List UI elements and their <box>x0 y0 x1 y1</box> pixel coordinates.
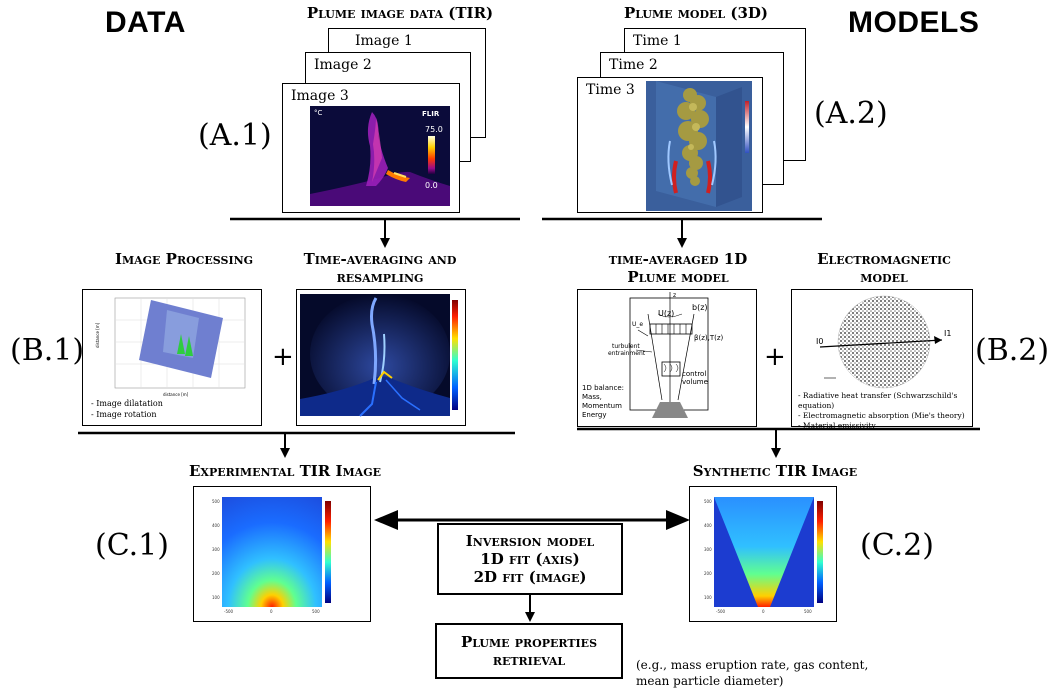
thermal-unit-label: °C <box>314 109 323 117</box>
svg-text:400: 400 <box>704 523 712 528</box>
svg-text:200: 200 <box>212 571 220 576</box>
note-line2: mean particle diameter) <box>636 674 784 688</box>
svg-text:400: 400 <box>212 523 220 528</box>
svg-text:200: 200 <box>704 571 712 576</box>
label-beta: β(z),T(z) <box>694 334 724 342</box>
bullet-radiative: - Radiative heat transfer (Schwarzschild… <box>798 391 958 410</box>
experimental-tir-image: 500 400 300 200 100 -500 0 500 <box>193 486 371 622</box>
time-frame-3-label: Time 3 <box>586 82 635 98</box>
label-entrainment: entrainment <box>608 350 646 357</box>
thermal-brand-label: FLIR <box>422 110 440 118</box>
b2-code: (B.2) <box>975 333 1050 368</box>
a1-code: (A.1) <box>198 118 272 153</box>
plume-1d-model-panel: z U(z) b(z) β(z),T(z) U_e turbulent entr… <box>577 289 757 427</box>
retrieval-line1: Plume properties <box>460 633 598 651</box>
label-b: b(z) <box>692 303 708 312</box>
image-frame-1-label: Image 1 <box>355 33 413 49</box>
a2-title: Plume model (3D) <box>623 4 769 22</box>
inversion-line3: 2D fit (image) <box>473 568 587 586</box>
label-control: control <box>682 370 706 378</box>
label-i0: I0 <box>816 337 823 346</box>
thermal-image: °C FLIR 75.0 0.0 <box>310 106 450 206</box>
synthetic-heatmap: 500 400 300 200 100 -500 0 500 <box>704 497 823 614</box>
plume-3d-render <box>646 81 752 211</box>
time-frame-2-label: Time 2 <box>609 57 658 73</box>
svg-text:0: 0 <box>762 609 765 614</box>
synthetic-tir-image: 500 400 300 200 100 -500 0 500 <box>689 486 837 622</box>
label-z: z <box>673 292 676 299</box>
em-bullets: - Radiative heat transfer (Schwarzschild… <box>798 391 972 431</box>
particle-cloud: I0 I1 <box>816 295 951 389</box>
a2-code: (A.2) <box>814 96 888 131</box>
image-processing-panel: distance [m] distance [m] - Image dilata… <box>82 289 262 426</box>
label-balance-1: 1D balance: <box>582 384 624 392</box>
c2-title: Synthetic TIR Image <box>692 462 858 480</box>
inversion-model-box: Inversion model 1D fit (axis) 2D fit (im… <box>437 523 623 595</box>
svg-text:300: 300 <box>212 547 220 552</box>
label-balance-4: Energy <box>582 411 607 419</box>
plus-b1: + <box>272 342 294 372</box>
electromagnetic-model-panel: I0 I1 - Radiative heat transfer (Schwarz… <box>791 289 973 430</box>
svg-text:500: 500 <box>704 499 712 504</box>
c1-title: Experimental TIR Image <box>189 462 381 480</box>
time-averaged-thermal-image <box>300 294 458 417</box>
time-averaging-panel <box>296 289 466 426</box>
svg-text:300: 300 <box>704 547 712 552</box>
time-frame-3: Time 3 <box>577 77 763 213</box>
thermal-max-label: 75.0 <box>425 125 443 134</box>
a1-title: Plume image data (TIR) <box>306 4 494 22</box>
bullet-dilatation: - Image dilatation <box>91 399 163 408</box>
svg-text:-500: -500 <box>224 609 234 614</box>
label-balance-2: Mass, <box>582 393 602 401</box>
label-balance-3: Momentum <box>582 402 622 410</box>
bullet-emissivity: - Material emissivity <box>798 421 876 430</box>
retrieval-note: (e.g., mass eruption rate, gas content, … <box>636 657 868 689</box>
models-heading: MODELS <box>848 6 980 39</box>
b2-right-title: Electromagnetic model <box>817 250 951 286</box>
plume-1d-schematic: z U(z) b(z) β(z),T(z) U_e turbulent entr… <box>582 292 724 419</box>
b1-left-title: Image Processing <box>114 250 254 268</box>
bullet-absorption: - Electromagnetic absorption (Mie's theo… <box>798 411 965 420</box>
image-frame-2-label: Image 2 <box>314 57 372 73</box>
experimental-heatmap: 500 400 300 200 100 -500 0 500 <box>212 497 331 614</box>
label-turbulent: turbulent <box>612 343 640 350</box>
time-frame-1-label: Time 1 <box>633 33 682 49</box>
image-frame-3-label: Image 3 <box>291 88 349 104</box>
b1-code: (B.1) <box>10 333 85 368</box>
thermal-min-label: 0.0 <box>425 181 438 190</box>
svg-text:100: 100 <box>704 595 712 600</box>
retrieval-line2: retrieval <box>492 651 566 669</box>
svg-text:500: 500 <box>312 609 320 614</box>
b1-right-title: Time-averaging and resampling <box>303 250 457 286</box>
rotated-image-plot: distance [m] distance [m] <box>95 297 246 397</box>
label-ue: U_e <box>632 321 643 328</box>
label-i1: I1 <box>944 329 951 338</box>
b2-left-title: time-averaged 1D Plume model <box>608 250 748 286</box>
c2-code: (C.2) <box>860 528 934 563</box>
svg-text:100: 100 <box>212 595 220 600</box>
svg-text:distance [m]: distance [m] <box>95 322 100 348</box>
plus-b2: + <box>764 342 786 372</box>
svg-text:distance [m]: distance [m] <box>163 392 189 397</box>
data-heading: DATA <box>105 6 186 39</box>
svg-text:-500: -500 <box>716 609 726 614</box>
c1-code: (C.1) <box>95 528 169 563</box>
image-processing-bullets: - Image dilatation - Image rotation <box>91 398 163 420</box>
image-frame-3: Image 3 °C FLIR 75.0 0.0 <box>282 83 460 213</box>
note-line1: (e.g., mass eruption rate, gas content, <box>636 658 869 672</box>
label-u: U(z) <box>658 309 674 318</box>
bullet-rotation: - Image rotation <box>91 410 157 419</box>
svg-text:0: 0 <box>270 609 273 614</box>
inversion-line1: Inversion model <box>465 532 595 550</box>
svg-text:500: 500 <box>212 499 220 504</box>
plume-properties-retrieval-box: Plume properties retrieval <box>435 623 623 679</box>
label-volume: volume <box>682 378 708 386</box>
inversion-line2: 1D fit (axis) <box>480 550 580 568</box>
svg-text:500: 500 <box>804 609 812 614</box>
